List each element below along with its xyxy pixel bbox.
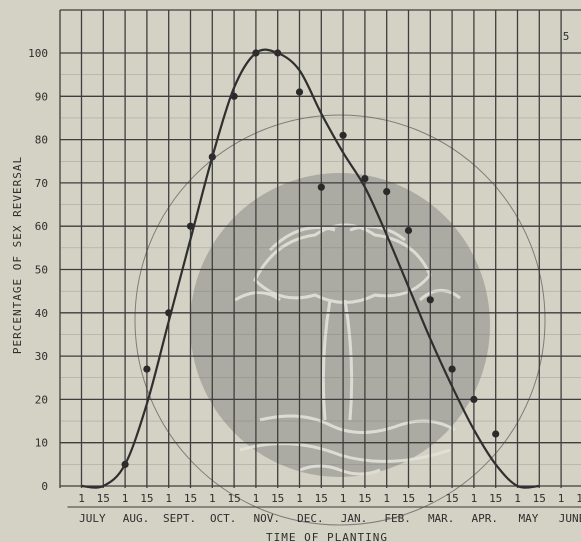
month-label: FEB. (384, 512, 411, 525)
data-point (361, 175, 369, 183)
x-tick-label: 1 (78, 492, 85, 505)
x-tick-label: 15 (445, 492, 458, 505)
data-point (186, 222, 195, 230)
data-point (339, 131, 347, 139)
month-label: MAY (518, 512, 538, 525)
y-tick-label: 80 (35, 134, 48, 147)
y-tick-label: 10 (35, 437, 48, 450)
y-tick-label: 40 (35, 307, 48, 320)
month-label: AUG. (123, 512, 150, 525)
y-tick-label: 100 (28, 47, 48, 60)
month-label: NOV. (254, 512, 281, 525)
data-point (492, 430, 500, 438)
chart-series (81, 48, 540, 489)
series-line (81, 48, 540, 489)
x-tick-label: 15 (184, 492, 197, 505)
chart-axes: 0 10 20 30 40 50 60 70 80 90 100 1 15 1 15 1 15 1 15 1 15 1 15… (28, 47, 581, 525)
x-tick-label: 15 (140, 492, 153, 505)
x-tick-label: 15 (97, 492, 110, 505)
x-tick-label: 1 (122, 492, 129, 505)
x-tick-label: 15 (489, 492, 502, 505)
data-point (383, 188, 391, 196)
month-label: JUNE (559, 512, 581, 525)
month-label: DEC. (297, 512, 324, 525)
x-tick-label: 1 (165, 492, 172, 505)
x-tick-label: 1 (427, 492, 434, 505)
month-label: APR. (472, 512, 499, 525)
data-point (317, 183, 325, 191)
month-label: JULY (79, 512, 106, 525)
y-tick-label: 90 (35, 90, 48, 103)
x-tick-label: 1 (253, 492, 260, 505)
month-label: MAR. (428, 512, 455, 525)
y-tick-label: 70 (35, 177, 48, 190)
data-point (426, 296, 434, 304)
x-tick-label: 15 (271, 492, 284, 505)
x-tick-label: 1 (514, 492, 521, 505)
data-point (448, 365, 456, 373)
corner-mark: 5 (563, 30, 570, 43)
x-tick-label: 1 (340, 492, 347, 505)
x-tick-label: 15 (402, 492, 415, 505)
y-tick-label: 30 (35, 350, 48, 363)
y-tick-label: 0 (41, 480, 48, 493)
x-tick-label: 1 (209, 492, 216, 505)
data-point (404, 226, 413, 235)
x-tick-label: 15 (227, 492, 240, 505)
x-tick-label: 1 (471, 492, 478, 505)
y-tick-label: 60 (35, 220, 48, 233)
month-label: OCT. (210, 512, 237, 525)
x-tick-label: 1 (558, 492, 565, 505)
x-tick-label: 1 (383, 492, 390, 505)
x-tick-label: 15 (315, 492, 328, 505)
data-point (470, 395, 478, 403)
y-axis-title: PERCENTAGE OF SEX REVERSAL (11, 156, 24, 354)
y-tick-label: 50 (35, 264, 48, 277)
data-point (143, 365, 151, 373)
x-tick-label: 15 (576, 492, 581, 505)
x-axis-title: TIME OF PLANTING (266, 531, 388, 542)
month-label: SEPT. (163, 512, 196, 525)
y-tick-label: 20 (35, 393, 48, 406)
x-tick-label: 15 (533, 492, 546, 505)
x-tick-label: 1 (296, 492, 303, 505)
data-point (295, 88, 304, 96)
watermark-emblem (134, 114, 546, 526)
month-label: JAN. (341, 512, 368, 525)
x-tick-label: 15 (358, 492, 371, 505)
